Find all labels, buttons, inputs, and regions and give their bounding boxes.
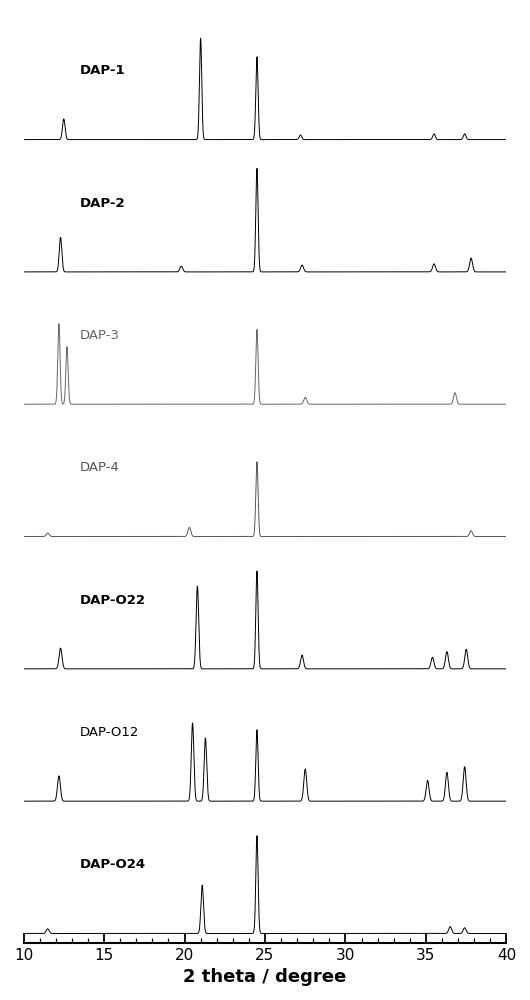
- Text: DAP-4: DAP-4: [80, 461, 120, 474]
- Text: DAP-O24: DAP-O24: [80, 858, 146, 871]
- Text: DAP-2: DAP-2: [80, 197, 126, 210]
- Text: DAP-3: DAP-3: [80, 329, 120, 342]
- Text: DAP-O12: DAP-O12: [80, 726, 139, 739]
- Text: DAP-1: DAP-1: [80, 64, 126, 77]
- X-axis label: 2 theta / degree: 2 theta / degree: [183, 968, 347, 986]
- Text: DAP-O22: DAP-O22: [80, 594, 146, 607]
